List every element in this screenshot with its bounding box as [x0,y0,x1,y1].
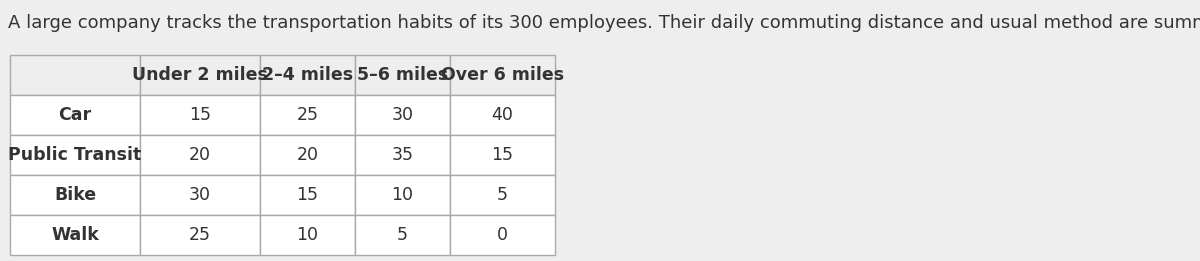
Bar [355,175,450,215]
Text: 30: 30 [190,186,211,204]
Bar [450,95,554,135]
Bar [140,135,260,175]
Text: 10: 10 [296,226,318,244]
Text: 0: 0 [497,226,508,244]
Bar [260,95,355,135]
Text: 25: 25 [190,226,211,244]
Bar [260,55,355,95]
Bar [10,135,140,175]
Text: 5: 5 [397,226,408,244]
Bar [140,215,260,255]
Bar [140,175,260,215]
Text: 5: 5 [497,186,508,204]
Bar [260,175,355,215]
Bar [140,55,260,95]
Text: 30: 30 [391,106,414,124]
Bar [260,135,355,175]
Text: 15: 15 [190,106,211,124]
Bar [10,55,140,95]
Bar [260,215,355,255]
Text: Car: Car [59,106,91,124]
Bar [450,215,554,255]
Bar [355,55,450,95]
Bar [10,175,140,215]
Text: 20: 20 [190,146,211,164]
Text: Bike: Bike [54,186,96,204]
Text: 40: 40 [492,106,514,124]
Text: 20: 20 [296,146,318,164]
Bar [10,95,140,135]
Bar [355,95,450,135]
Text: 5–6 miles: 5–6 miles [356,66,448,84]
Bar [450,135,554,175]
Text: 25: 25 [296,106,318,124]
Text: Over 6 miles: Over 6 miles [440,66,564,84]
Text: 35: 35 [391,146,414,164]
Bar [355,215,450,255]
Text: 10: 10 [391,186,414,204]
Text: Under 2 miles: Under 2 miles [132,66,268,84]
Text: 15: 15 [492,146,514,164]
Bar [140,95,260,135]
Text: 15: 15 [296,186,318,204]
Text: Walk: Walk [52,226,98,244]
Text: Public Transit: Public Transit [8,146,142,164]
Text: 2–4 miles: 2–4 miles [262,66,353,84]
Bar [450,175,554,215]
Bar [10,215,140,255]
Bar [450,55,554,95]
Text: A large company tracks the transportation habits of its 300 employees. Their dai: A large company tracks the transportatio… [8,14,1200,32]
Bar [355,135,450,175]
